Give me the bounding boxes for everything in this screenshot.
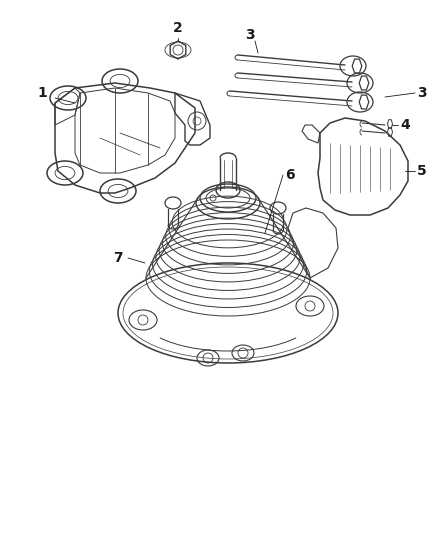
Text: 7: 7 xyxy=(113,251,123,265)
Text: 6: 6 xyxy=(285,168,295,182)
Text: 3: 3 xyxy=(245,28,255,42)
Text: 4: 4 xyxy=(400,118,410,132)
Text: 3: 3 xyxy=(417,86,427,100)
Text: 1: 1 xyxy=(37,86,47,100)
Text: 2: 2 xyxy=(173,21,183,35)
Text: 5: 5 xyxy=(417,164,427,178)
